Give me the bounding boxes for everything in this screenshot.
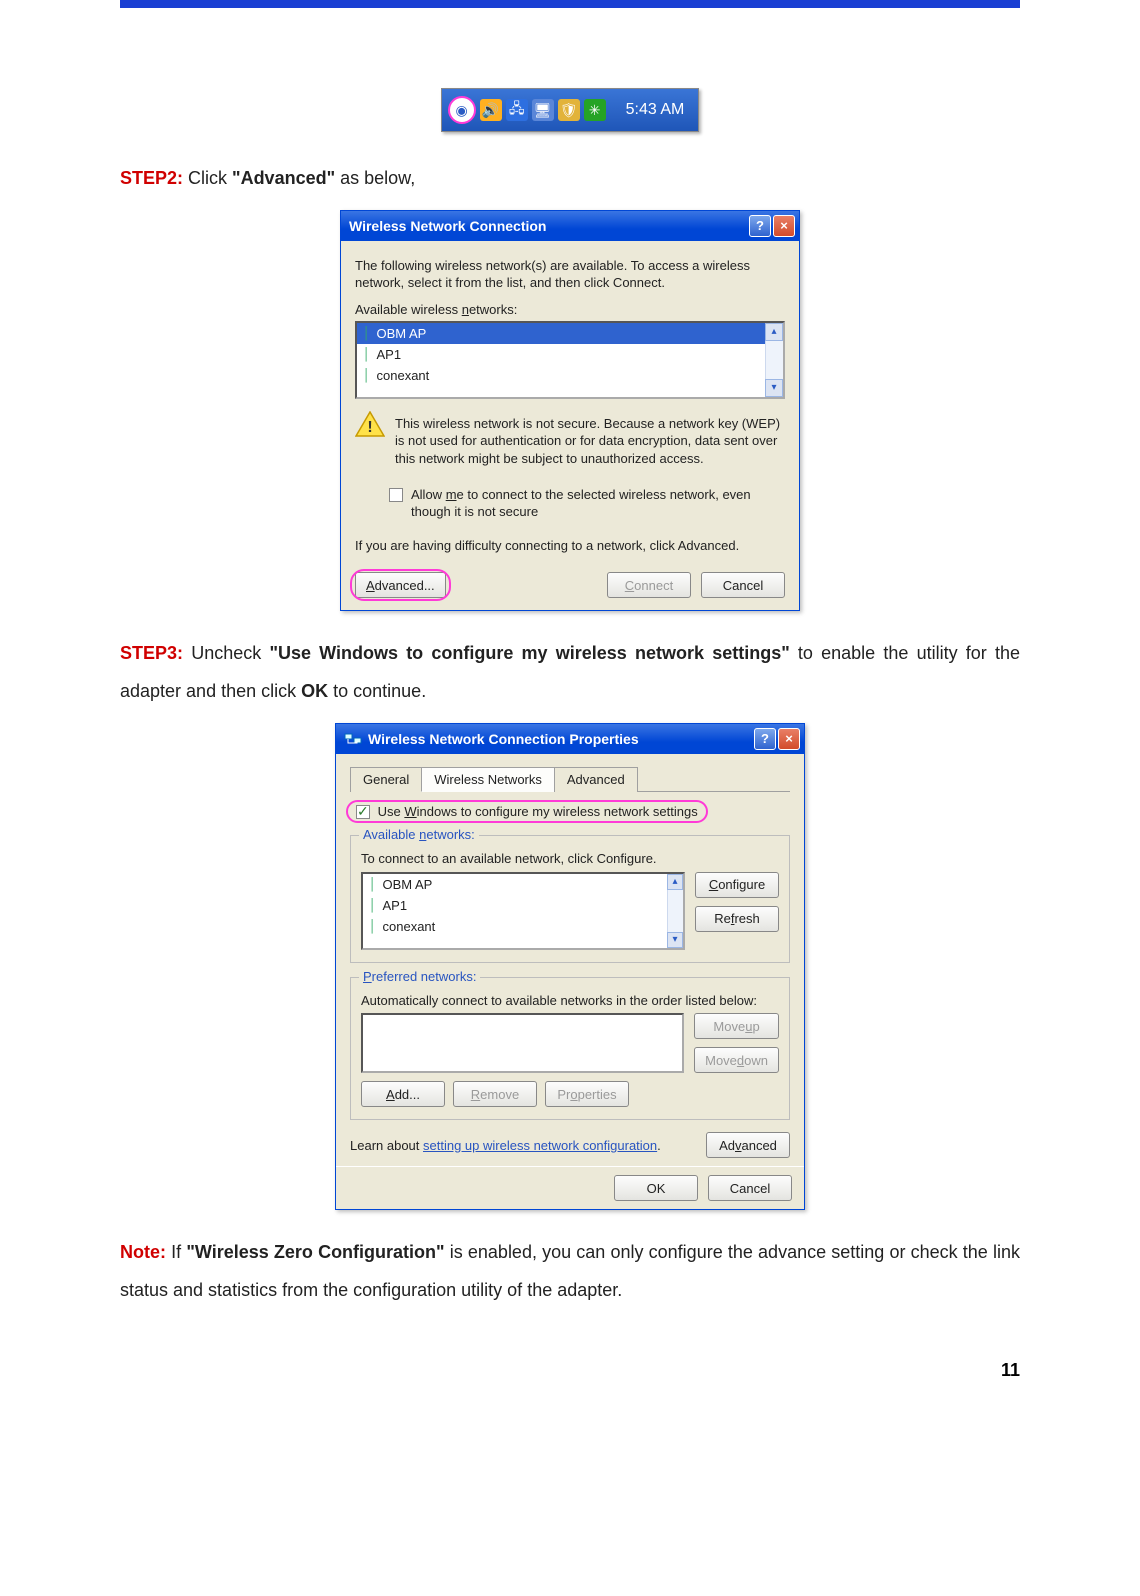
available-networks-group: Available networks: To connect to an ava… [350,835,790,963]
learn-link[interactable]: setting up wireless network configuratio… [423,1138,657,1153]
systray-clock: 5:43 AM [612,89,699,131]
step2-text: STEP2: Click "Advanced" as below, [120,160,1020,198]
msn-icon: ✳ [584,99,606,121]
advanced-button[interactable]: Advanced [706,1132,790,1158]
available-networks-group-label: Available networks: [359,827,479,842]
scroll-down-button[interactable]: ▾ [765,379,783,397]
use-windows-config-row: Use Windows to configure my wireless net… [350,802,704,822]
preferred-networks-group: Preferred networks: Automatically connec… [350,977,790,1121]
antenna-icon: │ [363,347,371,361]
available-networks-label: Available wireless networks: [355,302,785,317]
step3-label: STEP3: [120,643,183,663]
wireless-connection-dialog: Wireless Network Connection ? × The foll… [340,210,800,611]
close-button[interactable]: × [778,728,800,750]
list-item[interactable]: │OBM AP [363,874,683,895]
refresh-button[interactable]: Refresh [695,906,779,932]
cancel-button[interactable]: Cancel [708,1175,792,1201]
scrollbar-track[interactable] [765,341,783,379]
move-down-button[interactable]: Move down [694,1047,779,1073]
note-label: Note: [120,1242,166,1262]
svg-text:!: ! [367,419,372,436]
page-number: 11 [120,1360,1020,1381]
dialog1-titlebar: Wireless Network Connection ? × [341,211,799,241]
antenna-icon: │ [369,877,377,891]
security-warning-text: This wireless network is not secure. Bec… [395,415,785,468]
use-windows-config-label: Use Windows to configure my wireless net… [378,804,698,819]
volume-icon: 🔊 [480,99,502,121]
antenna-icon: │ [369,898,377,912]
note-text: Note: If "Wireless Zero Configuration" i… [120,1234,1020,1310]
use-windows-config-checkbox[interactable] [356,805,370,819]
dialog2-title: Wireless Network Connection Properties [368,731,754,747]
move-up-button[interactable]: Move up [694,1013,779,1039]
scrollbar-track[interactable] [667,890,683,932]
cancel-button[interactable]: Cancel [701,572,785,598]
allow-connect-label: Allow me to connect to the selected wire… [411,486,785,521]
step3-text: STEP3: Uncheck "Use Windows to configure… [120,635,1020,711]
antenna-icon: │ [369,919,377,933]
systray-figure: ◉ 🔊 🖧 🖥 🛡 ✳ 5:43 AM [120,88,1020,132]
list-item[interactable]: │AP1 [363,895,683,916]
help-button[interactable]: ? [749,215,771,237]
connect-button[interactable]: Connect [607,572,691,598]
network-icon: 🖧 [506,99,528,121]
tabs: General Wireless Networks Advanced [350,766,790,792]
dialog2-footer: OK Cancel [336,1166,804,1209]
preferred-hint: Automatically connect to available netwo… [361,992,779,1010]
add-button[interactable]: Add... [361,1081,445,1107]
shield-icon: 🛡 [558,99,580,121]
dialog1-title: Wireless Network Connection [349,218,749,234]
connection-properties-dialog: Wireless Network Connection Properties ?… [335,723,805,1211]
step2-label: STEP2: [120,168,183,188]
advanced-button[interactable]: Advanced... [355,572,446,598]
list-item[interactable]: │OBM AP [357,323,783,344]
remove-button[interactable]: Remove [453,1081,537,1107]
network-icon [344,730,362,748]
antenna-icon: │ [363,326,371,340]
configure-button[interactable]: Configure [695,872,779,898]
tab-advanced[interactable]: Advanced [554,767,638,792]
monitor-icon: 🖥 [532,99,554,121]
list-item[interactable]: │conexant [363,916,683,937]
available-hint: To connect to an available network, clic… [361,850,779,868]
learn-about-text: Learn about setting up wireless network … [350,1137,694,1155]
help-button[interactable]: ? [754,728,776,750]
dialog2-titlebar: Wireless Network Connection Properties ?… [336,724,804,754]
scroll-up-button[interactable]: ▴ [765,323,783,341]
available-networks-list[interactable]: │OBM AP │AP1 │conexant ▴ ▾ [355,321,785,399]
available-networks-list[interactable]: │OBM AP │AP1 │conexant ▴ ▾ [361,872,685,950]
difficulty-text: If you are having difficulty connecting … [355,537,785,555]
warning-icon: ! [355,411,385,437]
list-item[interactable]: │conexant [357,365,783,386]
list-item[interactable]: │AP1 [357,344,783,365]
tab-general[interactable]: General [350,767,422,792]
preferred-networks-list[interactable] [361,1013,684,1073]
scroll-up-button[interactable]: ▴ [667,874,683,890]
properties-button[interactable]: Properties [545,1081,629,1107]
tab-wireless-networks[interactable]: Wireless Networks [421,767,555,792]
close-button[interactable]: × [773,215,795,237]
ok-button[interactable]: OK [614,1175,698,1201]
preferred-networks-group-label: Preferred networks: [359,969,480,984]
allow-connect-checkbox[interactable] [389,488,403,502]
dialog1-intro: The following wireless network(s) are av… [355,257,785,292]
wireless-tray-icon: ◉ [448,96,476,124]
top-rule [120,0,1020,8]
antenna-icon: │ [363,368,371,382]
systray-icons: ◉ 🔊 🖧 🖥 🛡 ✳ [442,89,612,131]
scroll-down-button[interactable]: ▾ [667,932,683,948]
